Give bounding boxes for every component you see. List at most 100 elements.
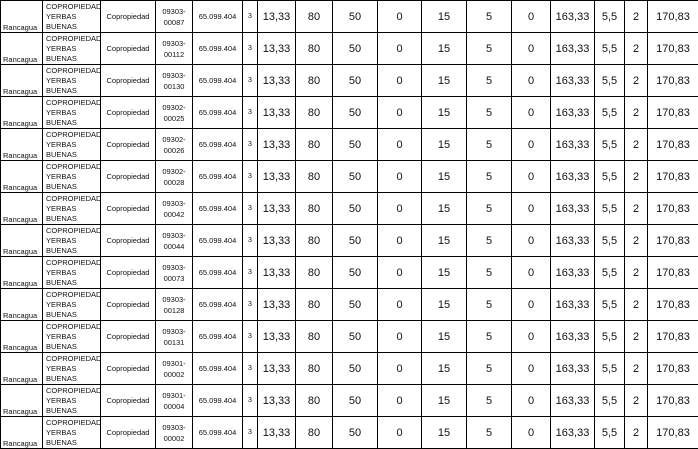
value-h-cell: 5,5 xyxy=(595,289,625,321)
rol-cell: 09301-00004 xyxy=(156,385,193,417)
value-b-cell: 80 xyxy=(296,33,333,65)
comuna-cell: Rancagua xyxy=(1,193,43,225)
value-f-cell: 5 xyxy=(467,353,512,385)
count-cell: 3 xyxy=(243,65,258,97)
value-g-cell: 0 xyxy=(512,257,551,289)
value-d-cell: 0 xyxy=(378,257,422,289)
appraisal-cell: 65.099.404 xyxy=(193,129,243,161)
subtotal-cell: 163,33 xyxy=(551,353,595,385)
subtotal-cell: 163,33 xyxy=(551,161,595,193)
comuna-cell: Rancagua xyxy=(1,353,43,385)
value-a-cell: 13,33 xyxy=(258,161,296,193)
type-cell: Copropiedad xyxy=(101,385,156,417)
value-a-cell: 13,33 xyxy=(258,225,296,257)
count-cell: 3 xyxy=(243,289,258,321)
value-e-cell: 15 xyxy=(422,321,467,353)
value-c-cell: 50 xyxy=(333,385,378,417)
name-cell: COPROPIEDAD YERBAS BUENAS xyxy=(43,65,101,97)
value-i-cell: 2 xyxy=(625,193,648,225)
appraisal-cell: 65.099.404 xyxy=(193,65,243,97)
value-i-cell: 2 xyxy=(625,321,648,353)
value-b-cell: 80 xyxy=(296,257,333,289)
value-c-cell: 50 xyxy=(333,193,378,225)
value-a-cell: 13,33 xyxy=(258,257,296,289)
type-cell: Copropiedad xyxy=(101,33,156,65)
comuna-cell: Rancagua xyxy=(1,97,43,129)
value-e-cell: 15 xyxy=(422,353,467,385)
count-cell: 3 xyxy=(243,97,258,129)
appraisal-cell: 65.099.404 xyxy=(193,353,243,385)
rol-cell: 09302-00025 xyxy=(156,97,193,129)
value-e-cell: 15 xyxy=(422,65,467,97)
value-g-cell: 0 xyxy=(512,385,551,417)
subtotal-cell: 163,33 xyxy=(551,65,595,97)
count-cell: 3 xyxy=(243,353,258,385)
rol-cell: 09303-00130 xyxy=(156,65,193,97)
value-c-cell: 50 xyxy=(333,129,378,161)
comuna-cell: Rancagua xyxy=(1,1,43,33)
subtotal-cell: 163,33 xyxy=(551,129,595,161)
value-f-cell: 5 xyxy=(467,321,512,353)
value-b-cell: 80 xyxy=(296,225,333,257)
type-cell: Copropiedad xyxy=(101,193,156,225)
value-g-cell: 0 xyxy=(512,321,551,353)
name-cell: COPROPIEDAD YERBAS BUENAS xyxy=(43,417,101,449)
value-h-cell: 5,5 xyxy=(595,65,625,97)
total-cell: 170,83 xyxy=(648,385,698,417)
value-i-cell: 2 xyxy=(625,257,648,289)
value-e-cell: 15 xyxy=(422,225,467,257)
value-g-cell: 0 xyxy=(512,97,551,129)
value-d-cell: 0 xyxy=(378,33,422,65)
value-g-cell: 0 xyxy=(512,1,551,33)
total-cell: 170,83 xyxy=(648,1,698,33)
rol-cell: 09303-00044 xyxy=(156,225,193,257)
value-g-cell: 0 xyxy=(512,353,551,385)
value-f-cell: 5 xyxy=(467,65,512,97)
total-cell: 170,83 xyxy=(648,33,698,65)
value-f-cell: 5 xyxy=(467,193,512,225)
value-h-cell: 5,5 xyxy=(595,385,625,417)
value-b-cell: 80 xyxy=(296,1,333,33)
name-cell: COPROPIEDAD YERBAS BUENAS xyxy=(43,193,101,225)
value-g-cell: 0 xyxy=(512,193,551,225)
value-f-cell: 5 xyxy=(467,129,512,161)
value-b-cell: 80 xyxy=(296,97,333,129)
rol-cell: 09303-00073 xyxy=(156,257,193,289)
rol-cell: 09301-00002 xyxy=(156,353,193,385)
value-f-cell: 5 xyxy=(467,225,512,257)
type-cell: Copropiedad xyxy=(101,97,156,129)
value-c-cell: 50 xyxy=(333,33,378,65)
count-cell: 3 xyxy=(243,321,258,353)
value-i-cell: 2 xyxy=(625,289,648,321)
name-cell: COPROPIEDAD YERBAS BUENAS xyxy=(43,225,101,257)
value-c-cell: 50 xyxy=(333,353,378,385)
total-cell: 170,83 xyxy=(648,193,698,225)
value-c-cell: 50 xyxy=(333,257,378,289)
value-g-cell: 0 xyxy=(512,289,551,321)
value-a-cell: 13,33 xyxy=(258,1,296,33)
value-f-cell: 5 xyxy=(467,417,512,449)
value-b-cell: 80 xyxy=(296,65,333,97)
comuna-cell: Rancagua xyxy=(1,65,43,97)
value-i-cell: 2 xyxy=(625,353,648,385)
subtotal-cell: 163,33 xyxy=(551,33,595,65)
name-cell: COPROPIEDAD YERBAS BUENAS xyxy=(43,33,101,65)
type-cell: Copropiedad xyxy=(101,129,156,161)
value-d-cell: 0 xyxy=(378,321,422,353)
value-d-cell: 0 xyxy=(378,385,422,417)
value-b-cell: 80 xyxy=(296,321,333,353)
rol-cell: 09303-00112 xyxy=(156,33,193,65)
subtotal-cell: 163,33 xyxy=(551,97,595,129)
value-h-cell: 5,5 xyxy=(595,225,625,257)
appraisal-cell: 65.099.404 xyxy=(193,289,243,321)
